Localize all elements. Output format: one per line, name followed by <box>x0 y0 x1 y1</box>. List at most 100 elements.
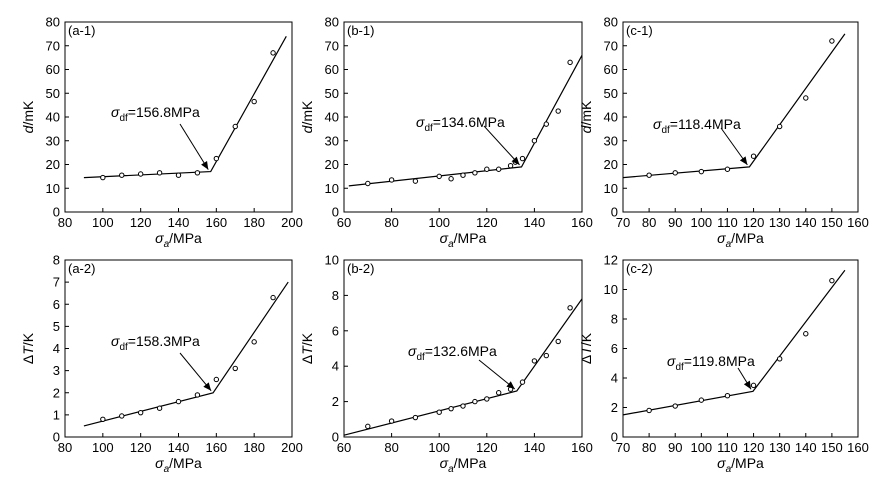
data-point <box>388 177 395 183</box>
data-point <box>829 277 835 284</box>
y-tick-label: 8 <box>53 253 60 268</box>
data-point <box>507 162 514 169</box>
x-tick-label: 60 <box>337 215 351 230</box>
y-tick-label: 80 <box>46 15 60 30</box>
x-tick-label: 120 <box>743 215 765 230</box>
x-axis-label: σa/MPa <box>155 230 202 250</box>
y-tick-label: 8 <box>332 288 339 303</box>
x-tick-label: 150 <box>821 215 843 230</box>
x-tick-label: 90 <box>668 215 682 230</box>
annotation-label: σdf=158.3MPa <box>111 333 200 353</box>
data-point <box>646 407 652 414</box>
x-tick-label: 150 <box>821 440 843 455</box>
data-point <box>460 403 466 409</box>
data-point <box>436 409 442 415</box>
data-point <box>213 155 220 162</box>
x-tick-label: 70 <box>616 215 630 230</box>
x-tick-label: 100 <box>690 440 712 455</box>
data-point <box>672 403 678 409</box>
y-tick-label: 30 <box>604 133 618 148</box>
data-point <box>412 414 419 421</box>
chart-panel-c-1: 70 80 90 100 110 120 130 140 150 160 0 10 20 30 40 50 60… <box>578 15 869 251</box>
chart-panel-a-1: 80 100 120 140 160 180 200 0 10 20 30 40 50 60 70 80 σa/… <box>20 15 303 251</box>
x-axis-label: σa/MPa <box>717 455 764 475</box>
y-tick-label: 70 <box>325 38 339 53</box>
y-tick-label: 4 <box>332 359 339 374</box>
x-tick-label: 140 <box>168 215 190 230</box>
y-tick-label: 1 <box>53 407 60 422</box>
y-tick-label: 40 <box>46 110 60 125</box>
y-tick-label: 7 <box>53 275 60 290</box>
y-tick-label: 10 <box>604 181 618 196</box>
y-tick-label: 6 <box>53 297 60 312</box>
x-tick-label: 160 <box>205 215 227 230</box>
data-point <box>776 356 783 362</box>
fit-line <box>348 55 583 187</box>
y-tick-label: 4 <box>611 371 618 386</box>
y-tick-label: 60 <box>604 62 618 77</box>
data-point <box>567 305 573 311</box>
y-tick-label: 50 <box>604 86 618 101</box>
y-tick-label: 0 <box>611 430 618 445</box>
x-tick-label: 200 <box>281 215 303 230</box>
data-point <box>543 352 549 359</box>
data-point <box>412 178 419 184</box>
data-point <box>137 409 144 416</box>
data-point <box>496 166 502 172</box>
annotation-arrowhead <box>506 381 515 389</box>
x-tick-label: 160 <box>571 215 593 230</box>
x-tick-label: 140 <box>795 440 817 455</box>
y-tick-label: 10 <box>325 181 339 196</box>
x-tick-label: 160 <box>847 215 869 230</box>
plot-frame <box>622 259 859 438</box>
y-tick-label: 70 <box>604 38 618 53</box>
data-point <box>531 358 538 364</box>
annotation-arrow <box>179 123 209 170</box>
annotation-arrowhead <box>511 156 520 165</box>
data-point <box>531 138 538 144</box>
fit-line <box>83 36 287 179</box>
fit-line <box>622 33 846 179</box>
x-tick-label: 160 <box>205 440 227 455</box>
x-tick-label: 70 <box>616 440 630 455</box>
annotation-arrowhead <box>201 160 209 170</box>
data-point <box>251 98 257 105</box>
data-point <box>472 170 478 176</box>
panel-label: (c-2) <box>626 261 653 276</box>
y-tick-label: 5 <box>53 319 60 334</box>
data-point <box>365 423 371 430</box>
x-tick-label: 110 <box>717 440 738 455</box>
y-tick-label: 0 <box>53 205 60 220</box>
x-tick-label: 200 <box>281 440 303 455</box>
y-tick-label: 20 <box>604 157 618 172</box>
x-tick-label: 120 <box>476 440 498 455</box>
data-point <box>436 173 442 180</box>
y-tick-label: 8 <box>611 312 618 327</box>
data-point <box>232 123 238 130</box>
data-point <box>194 392 201 398</box>
data-point <box>484 166 490 172</box>
y-axis-label: ΔT/K <box>20 332 36 364</box>
annotation-label: σdf=119.8MPa <box>667 353 755 373</box>
y-tick-label: 40 <box>604 110 618 125</box>
y-axis-label: d/mK <box>578 100 594 133</box>
y-tick-label: 60 <box>325 62 339 77</box>
x-tick-label: 100 <box>92 440 114 455</box>
data-point <box>119 413 125 419</box>
x-tick-label: 110 <box>717 215 738 230</box>
chart-panel-a-2: 80 100 120 140 160 180 200 0 1 2 3 4 5 6 7 8 σa/MPa ΔT/K (… <box>20 253 303 476</box>
data-point <box>119 172 125 178</box>
x-tick-label: 80 <box>642 215 656 230</box>
data-point <box>776 123 783 130</box>
x-tick-label: 120 <box>130 440 152 455</box>
x-tick-label: 140 <box>524 215 546 230</box>
fit-line <box>83 281 289 427</box>
data-point <box>251 339 257 345</box>
data-point <box>698 397 705 403</box>
data-point <box>448 405 454 412</box>
data-point <box>724 393 731 399</box>
x-tick-label: 80 <box>384 215 398 230</box>
y-tick-label: 2 <box>611 400 618 415</box>
annotation-label: σdf=134.6MPa <box>416 114 505 134</box>
